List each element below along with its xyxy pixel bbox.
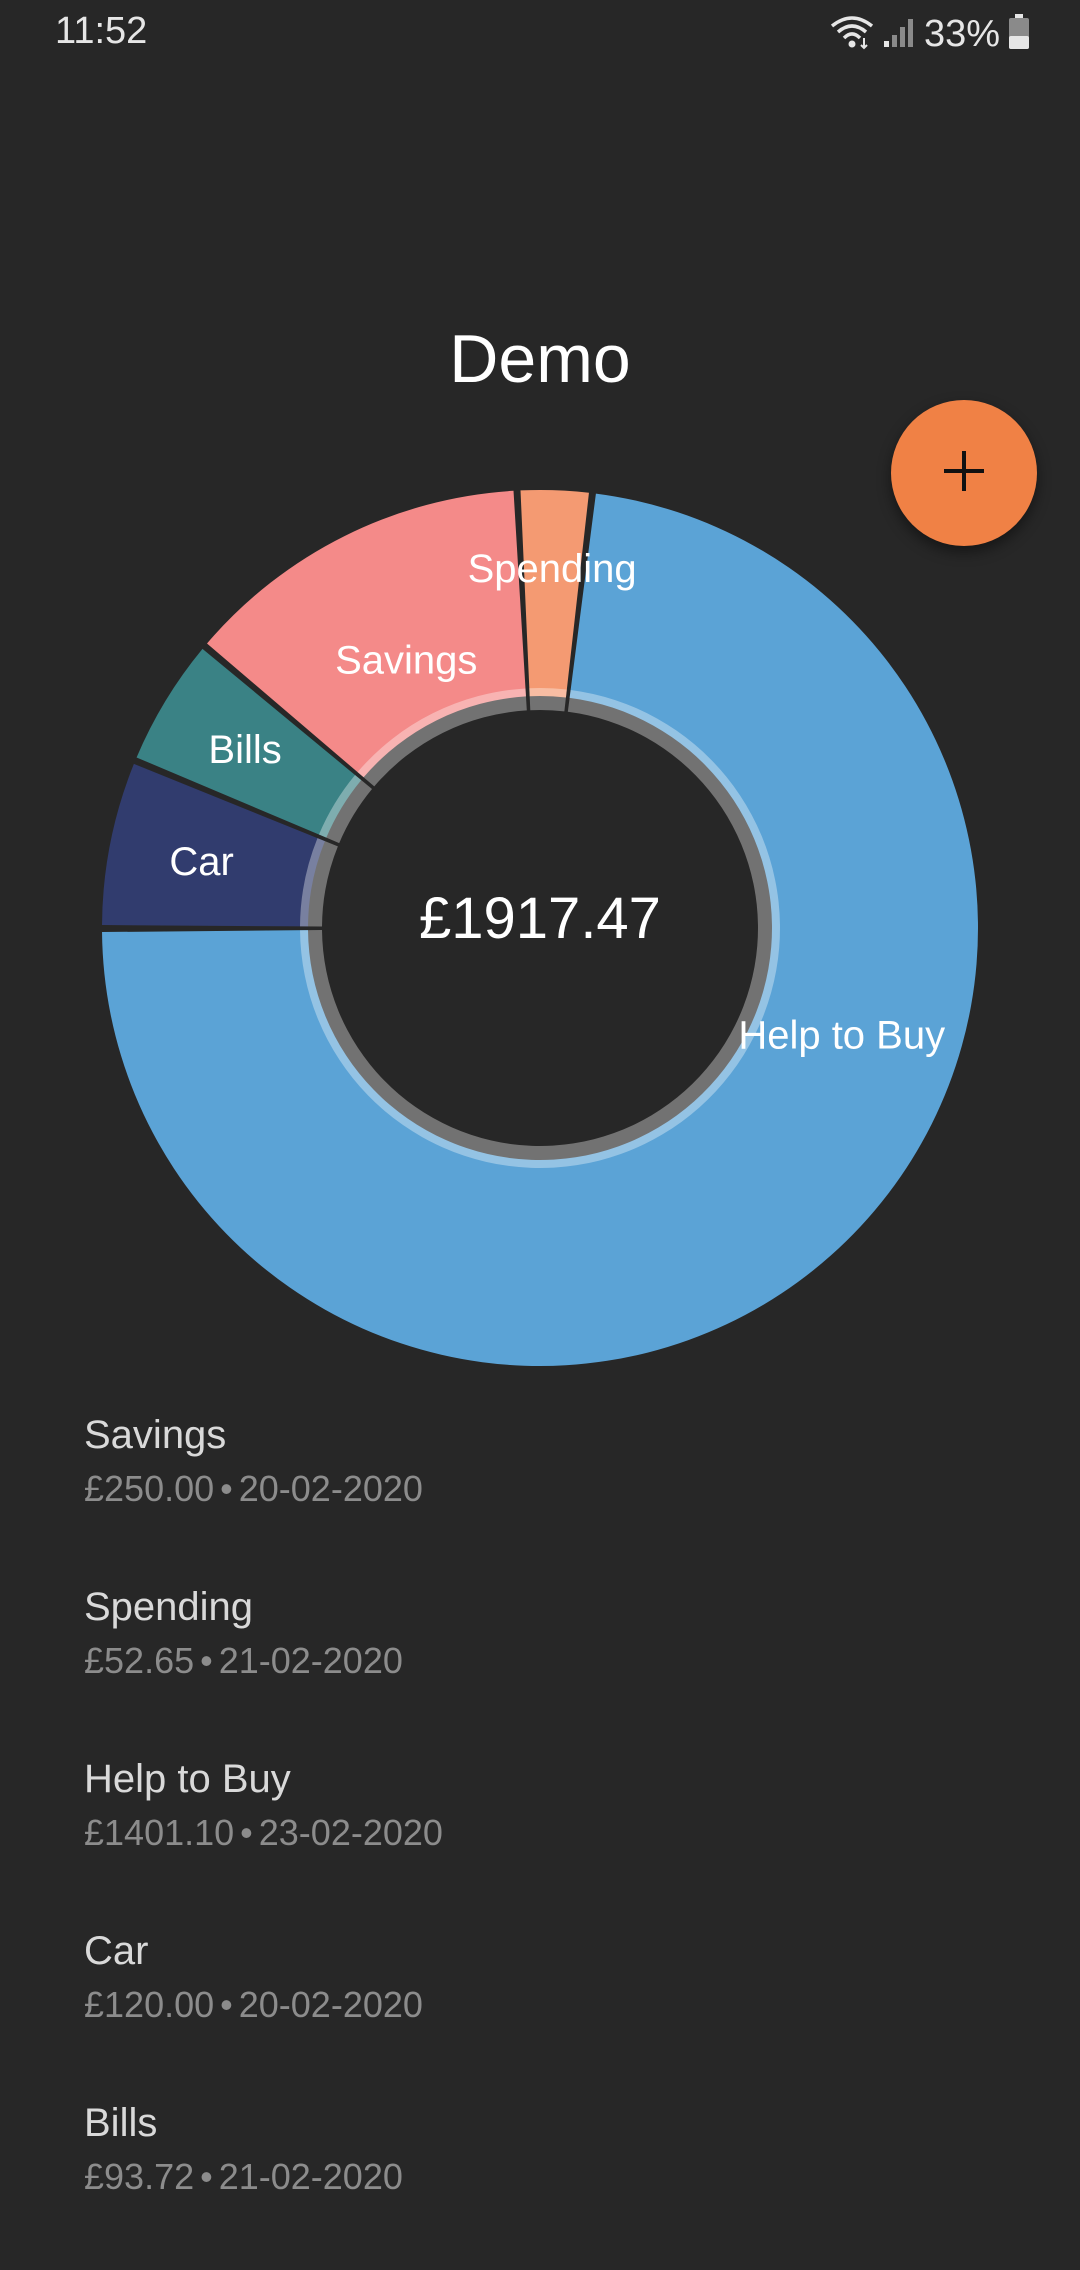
total-amount: £1917.47 — [419, 886, 661, 951]
slice-label: Bills — [208, 728, 281, 772]
list-item[interactable]: Car £120.00 • 20-02-2020 — [84, 1926, 984, 2098]
list-item-title: Spending — [84, 1585, 254, 1629]
separator-dot: • — [200, 1640, 213, 1681]
signal-icon — [882, 15, 916, 54]
list-item-date: 21-02-2020 — [218, 2156, 403, 2197]
list-item-subtitle: £1401.10 • 23-02-2020 — [84, 1810, 984, 1856]
list-item[interactable]: Help to Buy £1401.10 • 23-02-2020 — [84, 1754, 984, 1926]
list-item-subtitle: £250.00 • 20-02-2020 — [84, 1466, 984, 1512]
separator-dot: • — [220, 1468, 233, 1509]
pie-slice-spending[interactable] — [520, 489, 589, 698]
donut-chart-svg: Help to Buy Car Bills Savings Spending — [102, 489, 978, 1367]
wifi-icon — [830, 14, 874, 55]
list-item[interactable]: Spending £52.65 • 21-02-2020 — [84, 1582, 984, 1754]
list-item-date: 20-02-2020 — [238, 1468, 423, 1509]
list-item-amount: £93.72 — [84, 2156, 195, 2197]
list-item-amount: £1401.10 — [84, 1812, 235, 1853]
list-item-date: 23-02-2020 — [258, 1812, 443, 1853]
list-item-amount: £120.00 — [84, 1984, 215, 2025]
add-button[interactable] — [891, 400, 1037, 546]
battery-percent: 33% — [923, 12, 1000, 55]
pie-slice-help-to-buy[interactable] — [102, 493, 978, 1367]
list-item-title: Bills — [84, 2101, 158, 2145]
list-item-amount: £52.65 — [84, 1640, 195, 1681]
separator-dot: • — [200, 2156, 213, 2197]
list-item-date: 20-02-2020 — [238, 1984, 423, 2025]
list-item-amount: £250.00 — [84, 1468, 215, 1509]
list-item-date: 21-02-2020 — [218, 1640, 403, 1681]
inner-ring-segment — [529, 688, 567, 712]
battery-icon — [1008, 13, 1030, 55]
list-item-subtitle: £93.72 • 21-02-2020 — [84, 2154, 984, 2200]
separator-dot: • — [220, 1984, 233, 2025]
inner-ring-segment — [357, 688, 527, 787]
transaction-list: Savings £250.00 • 20-02-2020 Spending £52.… — [84, 1410, 984, 2270]
pie-slice-car[interactable] — [102, 763, 325, 927]
inner-ring-segment — [318, 775, 373, 844]
status-bar: 11:52 33% — [0, 0, 1080, 70]
list-item-title: Savings — [84, 1413, 227, 1457]
inner-ring-segment — [300, 838, 338, 927]
slice-label: Savings — [335, 638, 477, 682]
slice-label: Help to Buy — [738, 1014, 945, 1058]
list-item[interactable]: Savings £250.00 • 20-02-2020 — [84, 1410, 984, 1582]
status-icons: 33% — [830, 12, 1030, 56]
slice-label: Car — [169, 840, 233, 884]
list-item[interactable]: Bills £93.72 • 21-02-2020 — [84, 2098, 984, 2270]
plus-icon — [942, 449, 986, 498]
donut-chart: Help to Buy Car Bills Savings Spending — [102, 489, 978, 1367]
list-item-subtitle: £120.00 • 20-02-2020 — [84, 1982, 984, 2028]
list-item-title: Car — [84, 1929, 149, 1973]
slice-label: Spending — [468, 547, 637, 591]
status-time: 11:52 — [55, 10, 148, 52]
separator-dot: • — [240, 1812, 253, 1853]
pie-slice-bills[interactable] — [136, 648, 362, 838]
pie-slice-savings[interactable] — [207, 490, 526, 778]
page-title: Demo — [449, 321, 631, 397]
list-item-subtitle: £52.65 • 21-02-2020 — [84, 1638, 984, 1684]
list-item-title: Help to Buy — [84, 1757, 291, 1801]
